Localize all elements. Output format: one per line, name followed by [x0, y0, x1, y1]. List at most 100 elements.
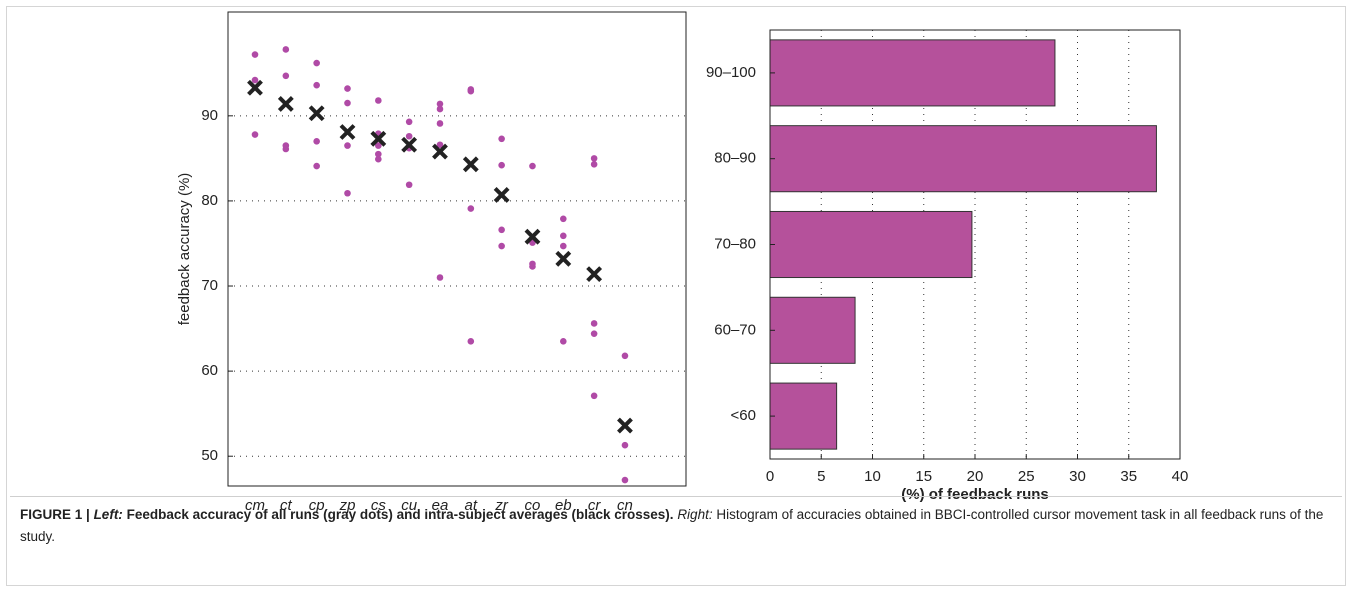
run-dot: [282, 145, 290, 153]
run-dot: [436, 100, 444, 108]
x-tick-label: 25: [1018, 468, 1035, 485]
run-dot: [436, 141, 444, 149]
plot-frame: [227, 11, 687, 487]
average-cross: [555, 250, 572, 267]
y-tick-label: 70: [201, 277, 218, 294]
x-tick-label: cs: [371, 497, 387, 514]
x-tick-label: at: [465, 497, 478, 514]
run-dot: [560, 232, 567, 240]
y-tick-label: 60: [201, 362, 218, 379]
average-cross: [432, 143, 448, 160]
run-dot: [498, 135, 505, 143]
run-dot: [621, 441, 629, 449]
right-text: Histogram of accuracies obtained in BBCI…: [20, 507, 1324, 544]
run-dot: [282, 72, 290, 80]
x-tick-label: cr: [588, 497, 602, 514]
run-dot: [590, 155, 598, 162]
x-tick-label: 5: [817, 468, 825, 485]
run-dot: [251, 51, 259, 58]
average-cross: [586, 266, 603, 283]
run-dot: [621, 352, 629, 360]
run-dot: [560, 242, 567, 250]
run-dot: [375, 142, 382, 149]
run-dot: [498, 226, 505, 234]
y-tick-label: 90: [201, 107, 218, 124]
run-dot: [436, 120, 444, 127]
run-dot: [467, 87, 475, 95]
average-cross: [370, 130, 387, 147]
y-tick-label: 90–100: [706, 64, 756, 81]
run-dot: [436, 105, 444, 113]
bar: [769, 382, 838, 450]
x-tick-label: cm: [245, 497, 265, 514]
average-cross: [277, 95, 294, 112]
x-tick-label: cu: [401, 497, 418, 514]
left-heading: Left:: [93, 507, 123, 522]
run-dot: [375, 155, 382, 163]
x-tick-label: ea: [432, 497, 449, 514]
run-dot: [251, 76, 259, 84]
x-tick-label: 20: [967, 468, 984, 485]
run-dot: [467, 205, 475, 212]
run-dot: [590, 320, 598, 327]
average-cross: [524, 228, 541, 245]
run-dot: [344, 99, 351, 107]
x-tick-label: cp: [309, 497, 325, 514]
x-tick-label: 40: [1172, 468, 1189, 485]
run-dot: [498, 242, 505, 250]
x-tick-label: ct: [280, 497, 293, 514]
x-tick-label: 15: [915, 468, 932, 485]
run-dot: [590, 392, 598, 400]
run-dot: [621, 476, 629, 484]
figure-label: FIGURE 1 |: [20, 507, 90, 522]
run-dot: [344, 142, 351, 149]
run-dot: [282, 46, 290, 53]
x-tick-label: eb: [555, 497, 572, 514]
run-dot: [251, 131, 259, 138]
bar: [769, 210, 973, 279]
caption: FIGURE 1 | Left: Feedback accuracy of al…: [20, 504, 1330, 548]
left-text: Feedback accuracy of all runs (gray dots…: [126, 507, 674, 522]
run-dot: [590, 161, 598, 168]
y-tick-label: 70–80: [714, 235, 756, 252]
x-tick-label: zp: [339, 497, 356, 514]
average-cross: [401, 136, 418, 153]
run-dot: [560, 338, 567, 345]
x-tick-label: zr: [494, 497, 509, 514]
plot-frame: [769, 29, 1181, 460]
average-cross: [617, 417, 633, 434]
run-dot: [375, 150, 382, 158]
run-dot: [560, 215, 567, 223]
run-dot: [467, 338, 475, 345]
run-dot: [590, 330, 598, 337]
average-cross: [247, 79, 263, 96]
x-tick-label: 35: [1120, 468, 1137, 485]
y-tick-label: 80–90: [714, 150, 756, 167]
bar: [769, 296, 856, 364]
run-dot: [313, 81, 320, 89]
figure-frame: [6, 6, 1346, 586]
run-dot: [313, 59, 320, 67]
run-dot: [436, 274, 444, 281]
run-dot: [313, 138, 320, 145]
x-tick-label: co: [525, 497, 541, 514]
run-dot: [405, 132, 413, 140]
y-tick-label: 60–70: [714, 321, 756, 338]
run-dot: [405, 181, 413, 189]
average-cross: [308, 105, 325, 122]
average-cross: [493, 187, 510, 203]
run-dot: [529, 162, 536, 170]
run-dot: [344, 85, 351, 92]
bar: [769, 125, 1157, 193]
x-tick-label: cn: [617, 497, 633, 514]
y-axis-label: feedback accuracy (%): [176, 173, 193, 326]
x-tick-label: 0: [766, 468, 774, 485]
right-heading: Right:: [677, 507, 713, 522]
run-dot: [405, 118, 413, 126]
bar: [769, 39, 1056, 107]
separator: [10, 496, 1342, 497]
x-tick-label: 30: [1069, 468, 1086, 485]
y-tick-label: 50: [201, 447, 218, 464]
y-tick-label: 80: [201, 192, 218, 209]
